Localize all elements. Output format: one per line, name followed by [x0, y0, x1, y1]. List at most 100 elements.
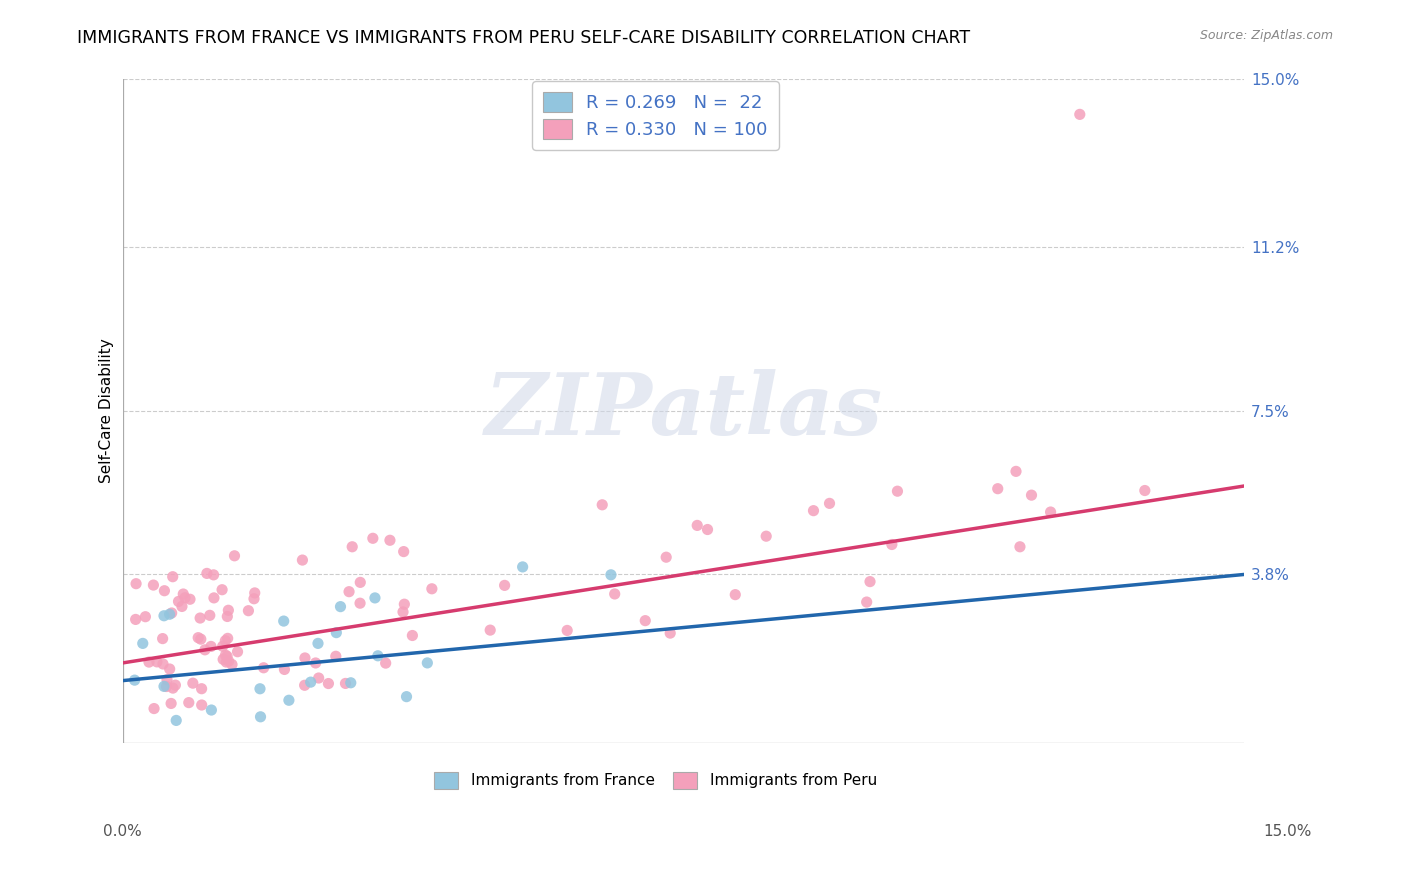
Point: [160, 697, 183, 711]
Point: [818, 496, 841, 510]
Point: [243, 586, 266, 600]
Point: [294, 651, 316, 665]
Point: [155, 680, 177, 694]
Point: [179, 592, 201, 607]
Point: [591, 498, 613, 512]
Point: [217, 649, 239, 664]
Point: [1039, 505, 1062, 519]
Point: [249, 681, 271, 696]
Legend: Immigrants from France, Immigrants from Peru: Immigrants from France, Immigrants from …: [427, 765, 883, 795]
Point: [364, 591, 387, 605]
Point: [342, 540, 364, 554]
Point: [367, 648, 389, 663]
Point: [211, 640, 233, 654]
Point: [987, 482, 1010, 496]
Point: [153, 583, 176, 598]
Point: [212, 652, 235, 666]
Point: [160, 606, 183, 620]
Point: [307, 636, 329, 650]
Point: [181, 676, 204, 690]
Point: [273, 614, 295, 628]
Point: [249, 710, 271, 724]
Point: [479, 623, 502, 637]
Point: [134, 609, 156, 624]
Point: [159, 607, 181, 622]
Point: [138, 655, 160, 669]
Point: [214, 648, 236, 662]
Point: [686, 518, 709, 533]
Point: [177, 696, 200, 710]
Point: [374, 656, 396, 670]
Point: [803, 503, 825, 517]
Point: [190, 632, 212, 647]
Point: [125, 576, 148, 591]
Text: ZIPatlas: ZIPatlas: [485, 369, 883, 452]
Point: [349, 575, 371, 590]
Point: [190, 698, 212, 712]
Text: IMMIGRANTS FROM FRANCE VS IMMIGRANTS FROM PERU SELF-CARE DISABILITY CORRELATION : IMMIGRANTS FROM FRANCE VS IMMIGRANTS FRO…: [77, 29, 970, 46]
Point: [880, 537, 903, 551]
Point: [238, 604, 260, 618]
Point: [243, 591, 266, 606]
Point: [142, 578, 165, 592]
Point: [277, 693, 299, 707]
Point: [555, 624, 578, 638]
Point: [655, 550, 678, 565]
Point: [394, 597, 416, 611]
Point: [361, 531, 384, 545]
Point: [339, 675, 361, 690]
Point: [132, 636, 155, 650]
Point: [188, 611, 211, 625]
Point: [634, 614, 657, 628]
Point: [200, 640, 222, 654]
Point: [153, 608, 176, 623]
Y-axis label: Self-Care Disability: Self-Care Disability: [100, 338, 114, 483]
Point: [152, 657, 174, 671]
Point: [202, 591, 225, 605]
Point: [167, 594, 190, 608]
Point: [156, 673, 179, 687]
Point: [200, 703, 222, 717]
Text: 0.0%: 0.0%: [103, 824, 142, 838]
Point: [420, 582, 443, 596]
Point: [299, 675, 322, 690]
Point: [378, 533, 401, 548]
Point: [159, 662, 181, 676]
Point: [214, 633, 236, 648]
Point: [1008, 540, 1031, 554]
Point: [153, 679, 176, 693]
Point: [190, 681, 212, 696]
Point: [194, 643, 217, 657]
Point: [395, 690, 418, 704]
Point: [1021, 488, 1043, 502]
Point: [304, 656, 326, 670]
Point: [162, 570, 184, 584]
Text: 15.0%: 15.0%: [1264, 824, 1312, 838]
Point: [755, 529, 778, 543]
Point: [224, 549, 246, 563]
Point: [195, 566, 218, 581]
Point: [401, 628, 423, 642]
Point: [162, 681, 184, 695]
Point: [855, 595, 877, 609]
Point: [494, 578, 516, 592]
Point: [329, 599, 352, 614]
Point: [143, 701, 166, 715]
Point: [165, 714, 187, 728]
Point: [325, 625, 347, 640]
Point: [1133, 483, 1156, 498]
Point: [603, 587, 626, 601]
Point: [886, 484, 908, 499]
Point: [325, 649, 347, 664]
Point: [211, 582, 233, 597]
Point: [273, 663, 295, 677]
Point: [294, 678, 316, 692]
Point: [392, 605, 415, 619]
Point: [187, 631, 209, 645]
Point: [696, 523, 718, 537]
Point: [252, 661, 274, 675]
Point: [124, 612, 146, 626]
Point: [859, 574, 882, 589]
Point: [318, 676, 340, 690]
Point: [202, 567, 225, 582]
